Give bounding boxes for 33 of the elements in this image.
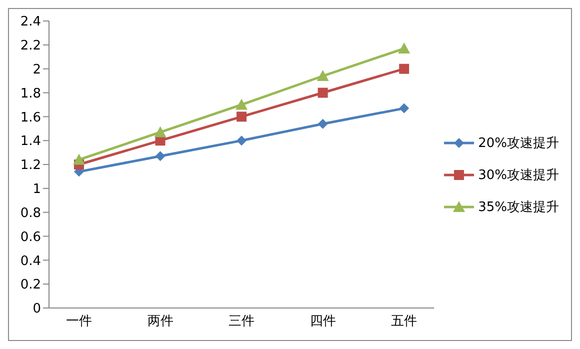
x-tick-label: 三件 [228, 314, 255, 330]
y-tick-label: 0.4 [20, 254, 41, 269]
x-tick-label: 四件 [310, 314, 336, 330]
y-tick-label: 0.8 [20, 206, 41, 221]
legend-label: 20%攻速提升 [478, 134, 559, 152]
point [236, 112, 247, 122]
legend-label: 35%攻速提升 [478, 198, 559, 216]
point [236, 98, 248, 110]
y-tick-label: 2.2 [20, 38, 41, 54]
legend-label: 30%攻速提升 [478, 166, 559, 184]
point [318, 118, 328, 129]
x-tick-label: 五件 [391, 314, 418, 330]
y-tick-label: 1.4 [20, 134, 41, 150]
point [318, 88, 328, 98]
point [398, 42, 410, 54]
point [399, 103, 410, 114]
y-tick-label: 1 [32, 182, 41, 198]
x-tick-label: 两件 [147, 314, 174, 330]
y-tick-label: 2 [32, 62, 41, 78]
y-tick-label: 0 [32, 302, 41, 317]
point [73, 154, 85, 165]
point [236, 136, 247, 146]
point [154, 126, 166, 138]
y-tick-label: 2.4 [20, 14, 41, 30]
point [399, 64, 410, 74]
y-tick-label: 1.2 [20, 158, 41, 174]
y-tick-label: 0.2 [20, 278, 41, 293]
y-tick-label: 1.6 [20, 110, 41, 126]
y-tick-label: 1.8 [20, 86, 41, 102]
x-tick-label: 一件 [66, 314, 92, 330]
y-tick-label: 0.6 [20, 230, 41, 245]
point [316, 70, 329, 82]
point [155, 151, 166, 162]
